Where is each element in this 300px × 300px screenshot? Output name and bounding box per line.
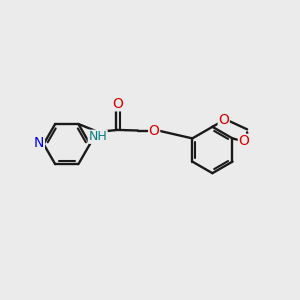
Text: NH: NH [88,130,107,143]
Text: O: O [149,124,160,137]
Text: O: O [218,113,229,127]
Text: O: O [112,97,123,111]
Text: N: N [34,136,44,150]
Text: O: O [238,134,249,148]
